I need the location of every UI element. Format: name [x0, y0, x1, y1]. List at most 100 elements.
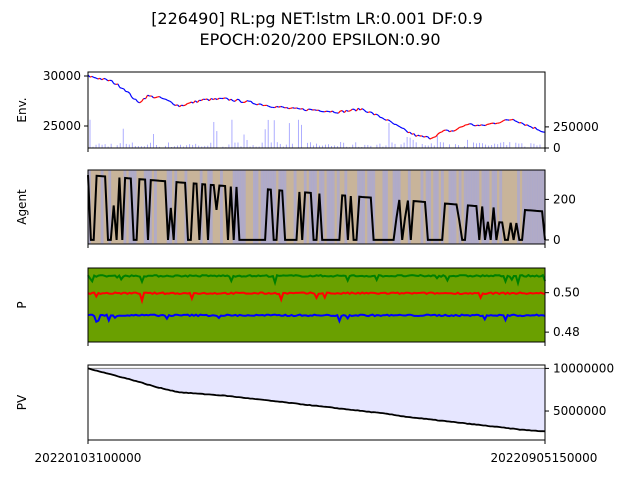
price-segment: [260, 103, 264, 107]
price-segment: [373, 113, 377, 116]
price-segment: [155, 96, 158, 99]
agent-action-band: [458, 170, 462, 244]
price-segment: [417, 134, 421, 137]
right-y-tick-label: 5000000: [553, 404, 606, 418]
agent-action-band: [433, 170, 437, 244]
price-segment: [409, 131, 413, 135]
right-y-tick-label: 10000000: [553, 361, 614, 375]
agent-action-band: [273, 170, 277, 244]
agent-action-band: [100, 170, 104, 244]
price-segment: [495, 122, 498, 125]
agent-action-band: [336, 170, 340, 244]
price-segment: [395, 123, 399, 127]
price-segment: [437, 132, 441, 135]
price-segment: [141, 98, 145, 102]
price-segment: [165, 98, 168, 101]
price-segment: [433, 136, 436, 138]
price-segment: [481, 124, 484, 126]
price-segment: [411, 133, 415, 135]
agent-action-band: [308, 170, 312, 244]
probability-panel: P 0.48 0.50: [15, 267, 580, 346]
price-segment: [91, 75, 95, 79]
agent-action-band: [385, 170, 388, 244]
panel-frame: [87, 71, 546, 149]
price-segment: [493, 122, 496, 125]
price-segment: [113, 83, 117, 85]
price-segment: [99, 77, 103, 81]
price-segment: [282, 106, 285, 109]
price-segment: [429, 137, 432, 140]
price-segment: [103, 77, 107, 80]
price-segment: [179, 104, 182, 108]
price-segment: [159, 96, 162, 99]
price-segment: [366, 111, 369, 114]
probability-background: [88, 268, 545, 342]
agent-action-band: [253, 170, 256, 244]
agent-action-band: [133, 170, 137, 244]
price-segment: [222, 97, 226, 100]
agent-action-band: [242, 170, 246, 244]
agent-action-band: [263, 170, 267, 244]
price-segment: [234, 98, 238, 102]
agent-action-band: [524, 170, 528, 244]
agent-action-band: [169, 170, 173, 244]
price-segment: [413, 133, 417, 137]
price-segment: [530, 126, 534, 129]
price-segment: [499, 121, 502, 124]
agent-action-band: [542, 170, 546, 244]
price-segment: [105, 78, 109, 82]
price-segment: [397, 125, 401, 128]
price-segment: [324, 110, 327, 113]
agent-action-band: [537, 170, 541, 244]
price-segment: [520, 122, 524, 125]
price-segment: [173, 103, 176, 106]
agent-action-band: [331, 170, 335, 244]
price-segment: [196, 99, 200, 103]
price-segment: [371, 112, 375, 116]
price-segment: [268, 105, 272, 108]
right-y-tick-label: 250000: [553, 120, 599, 134]
price-segment: [536, 128, 540, 131]
agent-action-band: [372, 170, 376, 244]
price-segment: [216, 97, 220, 101]
agent-action-band: [311, 170, 315, 244]
agent-action-band: [209, 170, 213, 244]
price-segment: [332, 110, 335, 114]
agent-action-band: [534, 170, 538, 244]
price-segment: [363, 109, 367, 113]
price-segment: [485, 123, 488, 127]
price-segment: [427, 136, 431, 140]
price-segment: [167, 99, 170, 102]
price-segment: [467, 123, 470, 126]
agent-action-band: [382, 170, 386, 244]
price-segment: [369, 111, 373, 114]
agent-action-line: [87, 174, 546, 241]
price-segment: [457, 126, 460, 130]
price-segment: [387, 119, 391, 122]
price-segment: [145, 94, 149, 99]
agent-action-band: [532, 170, 536, 244]
price-segment: [310, 108, 313, 111]
price-segment: [129, 92, 133, 98]
price-segment: [383, 118, 387, 121]
price-segment: [522, 123, 526, 126]
price-segment: [171, 101, 174, 105]
agent-panel: Agent 0 200: [15, 169, 576, 248]
price-segment: [238, 99, 242, 103]
price-segment: [212, 98, 216, 101]
agent-action-band: [420, 170, 424, 244]
agent-action-band: [329, 170, 333, 244]
agent-action-band: [499, 170, 503, 244]
price-segment: [447, 129, 450, 133]
agent-action-band: [471, 170, 475, 244]
price-segment: [175, 104, 178, 107]
price-segment: [119, 86, 123, 89]
price-segment: [302, 108, 305, 111]
price-segment: [357, 107, 361, 111]
panel-frame: [87, 169, 546, 245]
price-segment: [210, 97, 214, 101]
price-segment: [540, 130, 544, 133]
agent-action-band: [517, 170, 520, 244]
price-segment: [346, 109, 349, 112]
price-segment: [101, 77, 105, 81]
